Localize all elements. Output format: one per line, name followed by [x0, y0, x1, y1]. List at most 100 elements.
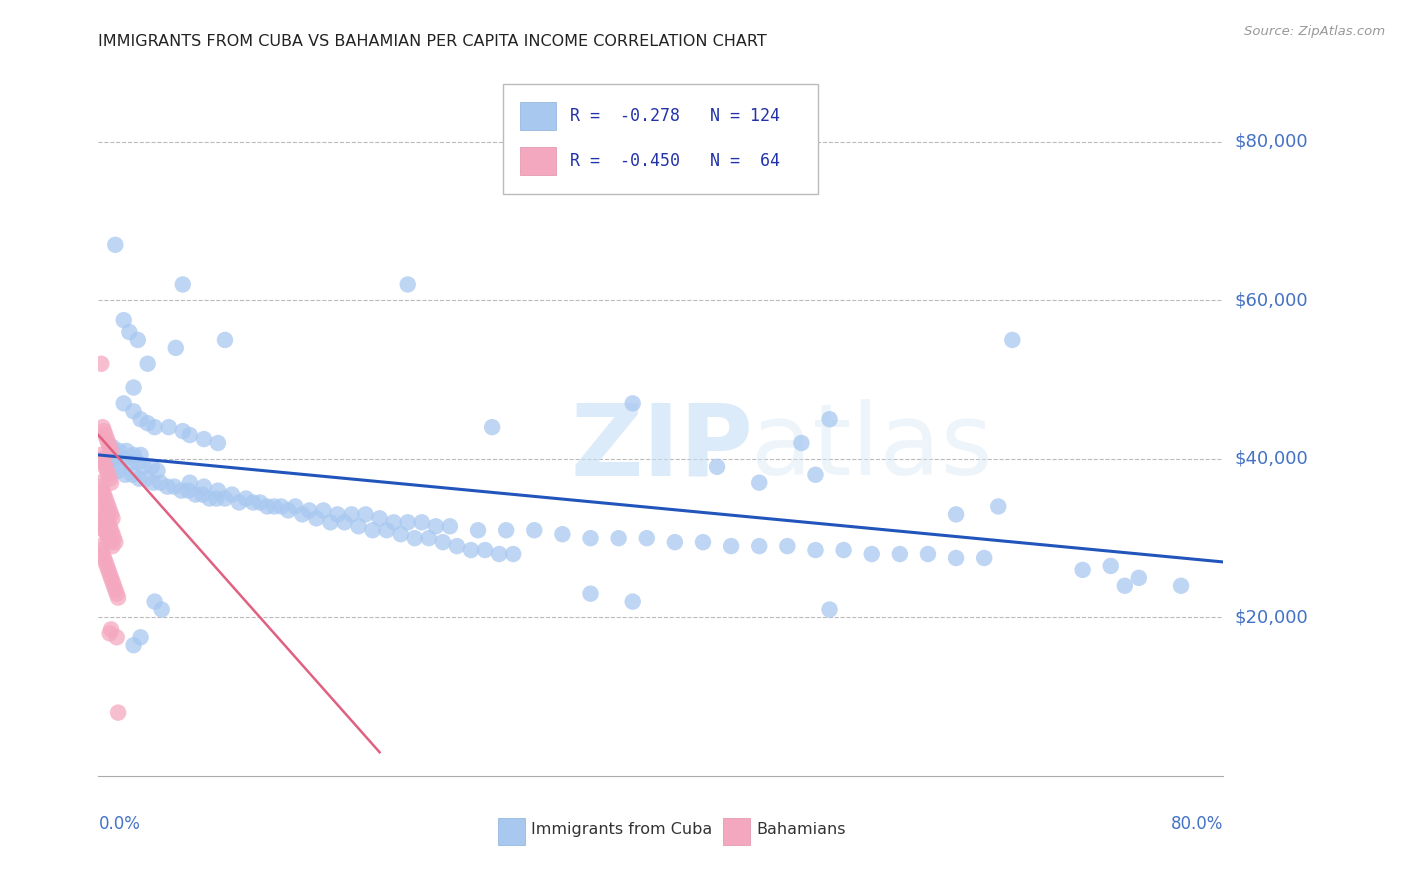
Point — [121, 467, 143, 482]
Point — [100, 475, 122, 490]
Point — [94, 459, 117, 474]
Point — [945, 508, 967, 522]
Point — [692, 535, 714, 549]
Point — [94, 491, 117, 506]
Point — [101, 527, 124, 541]
Point — [105, 587, 128, 601]
Point — [354, 508, 377, 522]
Point — [157, 420, 180, 434]
Text: $80,000: $80,000 — [1234, 133, 1308, 151]
Point — [172, 424, 194, 438]
Point — [1071, 563, 1094, 577]
Point — [382, 516, 405, 530]
Point — [720, 539, 742, 553]
Point — [104, 535, 127, 549]
Point — [228, 495, 250, 509]
Point — [198, 491, 221, 506]
Point — [94, 456, 117, 470]
Point — [481, 420, 503, 434]
Point — [256, 500, 278, 514]
Point — [1114, 579, 1136, 593]
Point — [104, 582, 127, 597]
Point — [193, 432, 215, 446]
Point — [146, 464, 169, 478]
Text: Bahamians: Bahamians — [756, 822, 846, 837]
Bar — [520, 146, 557, 175]
Point — [103, 579, 125, 593]
Point — [98, 503, 121, 517]
Point — [361, 523, 384, 537]
Point — [97, 500, 120, 514]
Point — [100, 523, 122, 537]
Point — [277, 503, 299, 517]
Point — [91, 451, 114, 466]
Point — [340, 508, 363, 522]
Point — [105, 630, 128, 644]
Point — [115, 444, 138, 458]
Point — [404, 531, 426, 545]
Point — [97, 531, 120, 545]
Point — [579, 531, 602, 545]
Point — [172, 277, 194, 292]
Point — [98, 531, 121, 545]
Point — [170, 483, 193, 498]
Point — [776, 539, 799, 553]
Point — [396, 516, 419, 530]
Point — [98, 519, 121, 533]
Point — [122, 448, 145, 462]
Point — [91, 483, 114, 498]
Point — [93, 456, 115, 470]
Point — [118, 325, 141, 339]
Text: $60,000: $60,000 — [1234, 292, 1308, 310]
Point — [89, 475, 111, 490]
Point — [101, 574, 124, 589]
Point — [129, 412, 152, 426]
Point — [1170, 579, 1192, 593]
Point — [97, 467, 120, 482]
Point — [305, 511, 328, 525]
Point — [142, 475, 165, 490]
Point — [98, 472, 121, 486]
Point — [94, 555, 117, 569]
Point — [150, 602, 173, 616]
Point — [96, 558, 118, 573]
Point — [889, 547, 911, 561]
Point — [191, 487, 214, 501]
Point — [122, 404, 145, 418]
Point — [98, 626, 121, 640]
Point — [270, 500, 292, 514]
Point — [1099, 558, 1122, 573]
Point — [96, 432, 118, 446]
Point — [319, 516, 342, 530]
Point — [89, 516, 111, 530]
Text: Immigrants from Cuba: Immigrants from Cuba — [531, 822, 713, 837]
Point — [107, 591, 129, 605]
Point — [129, 630, 152, 644]
Point — [112, 396, 135, 410]
Point — [607, 531, 630, 545]
Point — [104, 451, 127, 466]
Point — [128, 472, 150, 486]
Point — [551, 527, 574, 541]
Point — [96, 527, 118, 541]
Point — [122, 380, 145, 394]
Point — [411, 516, 433, 530]
Text: R =  -0.450   N =  64: R = -0.450 N = 64 — [569, 152, 780, 169]
Point — [89, 539, 111, 553]
Point — [818, 412, 841, 426]
Point — [94, 523, 117, 537]
Point — [917, 547, 939, 561]
Point — [107, 464, 129, 478]
Point — [333, 516, 356, 530]
Point — [706, 459, 728, 474]
Point — [214, 491, 236, 506]
Point — [122, 638, 145, 652]
Point — [375, 523, 398, 537]
Point — [97, 563, 120, 577]
Point — [127, 333, 149, 347]
Point — [207, 436, 229, 450]
Text: IMMIGRANTS FROM CUBA VS BAHAMIAN PER CAPITA INCOME CORRELATION CHART: IMMIGRANTS FROM CUBA VS BAHAMIAN PER CAP… — [98, 34, 768, 49]
Point — [284, 500, 307, 514]
Point — [90, 516, 112, 530]
Point — [205, 491, 228, 506]
